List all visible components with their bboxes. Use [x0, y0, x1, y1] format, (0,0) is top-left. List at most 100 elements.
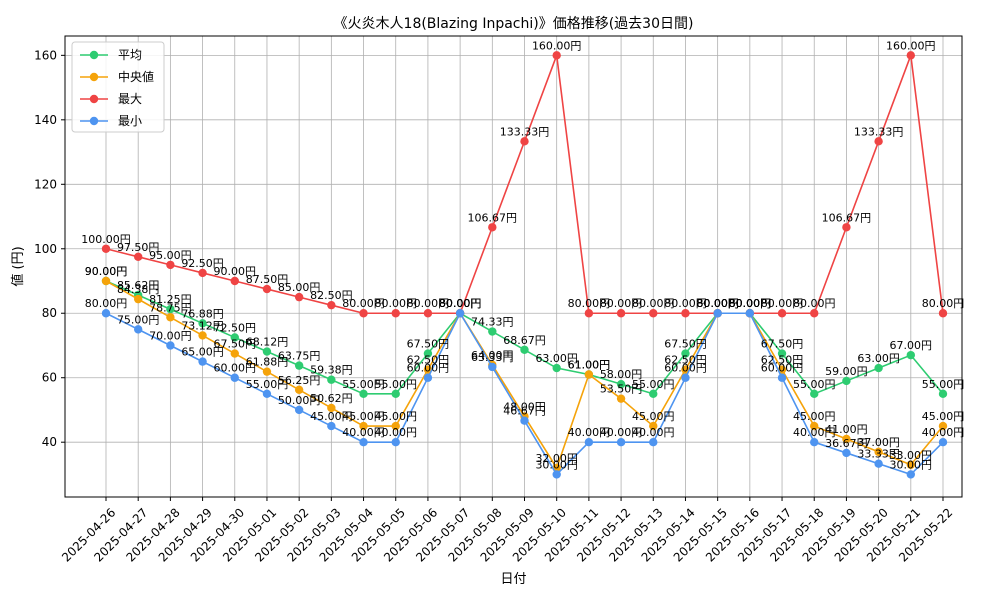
data-label: 48.00円	[503, 400, 546, 413]
legend-label: 最大	[118, 92, 142, 106]
data-point	[649, 389, 658, 399]
data-label: 67.50円	[761, 338, 804, 351]
data-label: 63.33円	[471, 351, 514, 364]
data-label: 72.50円	[214, 321, 257, 334]
data-point	[294, 405, 304, 415]
y-axis-title: 値 (円)	[10, 246, 26, 286]
data-point	[906, 51, 916, 60]
data-point	[520, 416, 529, 425]
data-label: 62.50円	[664, 354, 707, 367]
plot-area-frame	[64, 35, 963, 498]
data-point	[810, 309, 819, 318]
y-tick-label: 140	[34, 113, 57, 127]
data-label: 80.00円	[729, 297, 772, 310]
data-point	[423, 349, 433, 358]
data-label: 90.00円	[85, 265, 128, 278]
data-point	[520, 137, 529, 146]
data-labels: 90.00円85.62円81.25円76.88円72.50円68.12円63.7…	[81, 39, 964, 471]
data-label: 67.50円	[214, 338, 257, 351]
data-label: 80.00円	[439, 297, 482, 310]
data-label: 40.00円	[793, 426, 836, 439]
data-point	[552, 363, 561, 373]
data-label: 45.00円	[374, 410, 417, 423]
data-label: 63.75円	[278, 350, 321, 363]
data-point	[616, 394, 626, 403]
data-label: 58.00円	[600, 368, 643, 381]
data-point	[488, 223, 497, 232]
data-label: 36.67円	[825, 437, 868, 450]
data-label: 90.00円	[85, 265, 128, 278]
data-point	[133, 325, 143, 334]
data-label: 87.50円	[246, 273, 289, 286]
data-label: 85.00円	[278, 281, 321, 294]
data-point	[166, 260, 175, 270]
data-label: 80.00円	[922, 297, 965, 310]
data-label: 106.67円	[822, 211, 872, 224]
data-label: 65.00円	[181, 346, 224, 359]
data-point	[294, 361, 304, 370]
data-label: 45.00円	[310, 410, 353, 423]
legend-label: 平均	[118, 48, 142, 62]
legend-marker	[89, 116, 99, 126]
data-point	[810, 421, 819, 431]
data-label: 40.00円	[568, 426, 611, 439]
data-label: 63.00円	[535, 352, 578, 365]
data-label: 40.00円	[632, 426, 675, 439]
data-label: 80.00円	[761, 297, 804, 310]
data-point	[681, 373, 690, 382]
data-label: 63.00円	[857, 352, 900, 365]
data-point	[874, 459, 883, 468]
data-point	[230, 349, 239, 358]
data-point	[777, 349, 787, 358]
grid	[65, 36, 962, 497]
data-point	[101, 276, 111, 286]
legend-marker	[89, 72, 99, 82]
data-label: 133.33円	[500, 125, 550, 138]
data-label: 90.00円	[214, 265, 257, 278]
data-label: 55.00円	[922, 378, 965, 391]
data-point	[584, 437, 594, 447]
data-point	[938, 309, 948, 318]
data-point	[745, 309, 755, 318]
data-label: 80.00円	[439, 297, 482, 310]
data-point	[616, 309, 626, 318]
data-label: 40.00円	[600, 426, 643, 439]
data-point	[649, 421, 658, 431]
data-label: 160.00円	[532, 39, 582, 52]
data-point	[262, 389, 272, 399]
data-point	[874, 363, 883, 373]
data-point	[423, 373, 433, 382]
data-label: 80.00円	[439, 297, 482, 310]
data-label: 55.00円	[632, 378, 675, 391]
data-point	[842, 448, 851, 458]
data-label: 80.00円	[696, 297, 739, 310]
legend-marker	[89, 94, 99, 104]
data-point	[294, 292, 304, 302]
data-label: 60.00円	[407, 362, 450, 375]
data-point	[423, 309, 433, 318]
data-point	[230, 276, 239, 286]
data-label: 133.33円	[854, 125, 904, 138]
data-point	[906, 350, 916, 360]
data-label: 80.00円	[696, 297, 739, 310]
data-point	[810, 437, 819, 447]
data-point	[777, 373, 787, 382]
data-label: 84.38円	[117, 283, 160, 296]
data-label: 78.75円	[149, 301, 192, 314]
data-point	[842, 434, 851, 444]
data-label: 100.00円	[81, 233, 131, 246]
data-point	[584, 309, 594, 318]
data-point	[230, 373, 239, 382]
data-label: 81.25円	[149, 293, 192, 306]
data-point	[842, 223, 851, 232]
data-point	[327, 403, 336, 413]
legend-label: 中央値	[118, 69, 154, 84]
data-point	[133, 252, 143, 262]
data-label: 33.33円	[857, 448, 900, 461]
data-label: 80.00円	[85, 297, 128, 310]
legend-box	[71, 41, 165, 133]
data-label: 76.88円	[181, 307, 224, 320]
data-point	[101, 309, 111, 318]
data-label: 40.00円	[374, 426, 417, 439]
